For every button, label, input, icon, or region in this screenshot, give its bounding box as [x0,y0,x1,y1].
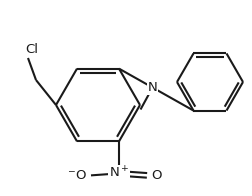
Text: $^{-}$O: $^{-}$O [67,169,87,182]
Text: N: N [147,81,157,94]
Text: N$^+$: N$^+$ [108,166,129,181]
Text: O: O [150,169,161,182]
Text: Cl: Cl [25,43,38,56]
